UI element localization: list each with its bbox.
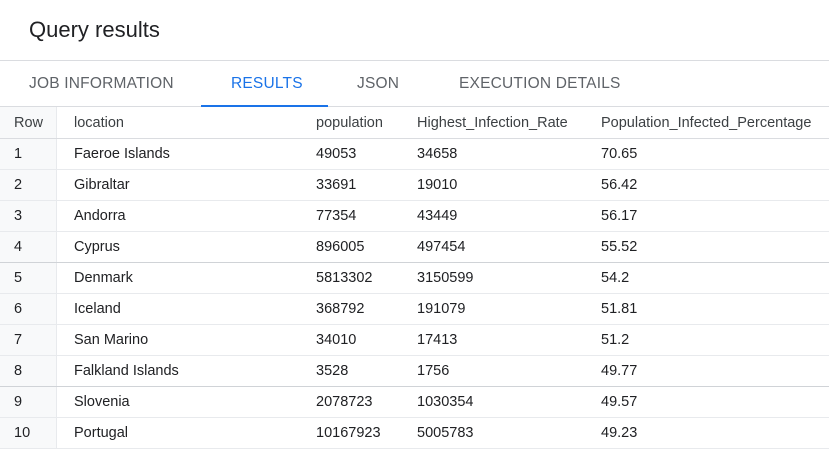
population-cell: 10167923: [316, 425, 381, 441]
tab-results[interactable]: RESULTS: [231, 75, 303, 92]
row-number: 3: [0, 201, 57, 231]
row-number: 6: [0, 294, 57, 324]
row-number: 9: [0, 387, 57, 417]
table-row[interactable]: 3 Andorra 77354 43449 56.17: [0, 201, 829, 232]
column-header-population[interactable]: population: [316, 114, 383, 131]
highest-infection-rate-cell: 1030354: [417, 394, 474, 410]
table-row[interactable]: 8 Falkland Islands 3528 1756 49.77: [0, 356, 829, 387]
table-row[interactable]: 10 Portugal 10167923 5005783 49.23: [0, 418, 829, 449]
table-header-row: Row location population Highest_Infectio…: [0, 107, 829, 139]
results-table: Row location population Highest_Infectio…: [0, 107, 829, 449]
population-infected-percentage-cell: 56.17: [601, 208, 638, 224]
table-row[interactable]: 1 Faeroe Islands 49053 34658 70.65: [0, 139, 829, 170]
highest-infection-rate-cell: 17413: [417, 332, 458, 348]
table-row[interactable]: 7 San Marino 34010 17413 51.2: [0, 325, 829, 356]
highest-infection-rate-cell: 34658: [417, 146, 458, 162]
highest-infection-rate-cell: 43449: [417, 208, 458, 224]
population-infected-percentage-cell: 51.81: [601, 301, 638, 317]
table-row[interactable]: 2 Gibraltar 33691 19010 56.42: [0, 170, 829, 201]
location-cell: Slovenia: [74, 394, 130, 410]
row-number: 7: [0, 325, 57, 355]
location-cell: Falkland Islands: [74, 363, 179, 379]
active-tab-indicator: [201, 105, 328, 107]
location-cell: Iceland: [74, 301, 121, 317]
tab-job-information[interactable]: JOB INFORMATION: [29, 75, 174, 92]
highest-infection-rate-cell: 497454: [417, 239, 466, 255]
population-infected-percentage-cell: 54.2: [601, 270, 630, 286]
row-number: 1: [0, 139, 57, 169]
column-header-population-infected-percentage[interactable]: Population_Infected_Percentage: [601, 114, 812, 131]
highest-infection-rate-cell: 191079: [417, 301, 466, 317]
row-number: 5: [0, 263, 57, 293]
highest-infection-rate-cell: 1756: [417, 363, 450, 379]
table-row[interactable]: 4 Cyprus 896005 497454 55.52: [0, 232, 829, 263]
population-cell: 3528: [316, 363, 349, 379]
column-header-row[interactable]: Row: [0, 107, 57, 138]
location-cell: Andorra: [74, 208, 126, 224]
column-header-location[interactable]: location: [74, 114, 124, 131]
highest-infection-rate-cell: 5005783: [417, 425, 474, 441]
population-infected-percentage-cell: 51.2: [601, 332, 630, 348]
population-cell: 34010: [316, 332, 357, 348]
location-cell: Faeroe Islands: [74, 146, 170, 162]
population-cell: 49053: [316, 146, 357, 162]
table-row[interactable]: 9 Slovenia 2078723 1030354 49.57: [0, 387, 829, 418]
results-header: Query results: [0, 0, 829, 61]
location-cell: Denmark: [74, 270, 133, 286]
highest-infection-rate-cell: 19010: [417, 177, 458, 193]
location-cell: Gibraltar: [74, 177, 130, 193]
population-infected-percentage-cell: 49.57: [601, 394, 638, 410]
population-infected-percentage-cell: 70.65: [601, 146, 638, 162]
population-cell: 368792: [316, 301, 365, 317]
tab-execution-details[interactable]: EXECUTION DETAILS: [459, 75, 621, 92]
tab-json[interactable]: JSON: [357, 75, 400, 92]
row-number: 2: [0, 170, 57, 200]
column-header-highest-infection-rate[interactable]: Highest_Infection_Rate: [417, 114, 568, 131]
population-cell: 77354: [316, 208, 357, 224]
location-cell: San Marino: [74, 332, 149, 348]
table-row[interactable]: 6 Iceland 368792 191079 51.81: [0, 294, 829, 325]
row-number: 4: [0, 232, 57, 262]
table-row[interactable]: 5 Denmark 5813302 3150599 54.2: [0, 263, 829, 294]
location-cell: Cyprus: [74, 239, 120, 255]
population-cell: 5813302: [316, 270, 373, 286]
population-infected-percentage-cell: 55.52: [601, 239, 638, 255]
row-number: 10: [0, 418, 57, 448]
population-cell: 2078723: [316, 394, 373, 410]
population-cell: 896005: [316, 239, 365, 255]
population-infected-percentage-cell: 49.23: [601, 425, 638, 441]
population-infected-percentage-cell: 56.42: [601, 177, 638, 193]
row-number: 8: [0, 356, 57, 386]
location-cell: Portugal: [74, 425, 129, 441]
population-cell: 33691: [316, 177, 357, 193]
population-infected-percentage-cell: 49.77: [601, 363, 638, 379]
highest-infection-rate-cell: 3150599: [417, 270, 474, 286]
results-tabs: JOB INFORMATION RESULTS JSON EXECUTION D…: [0, 61, 829, 107]
page-title: Query results: [29, 17, 160, 42]
